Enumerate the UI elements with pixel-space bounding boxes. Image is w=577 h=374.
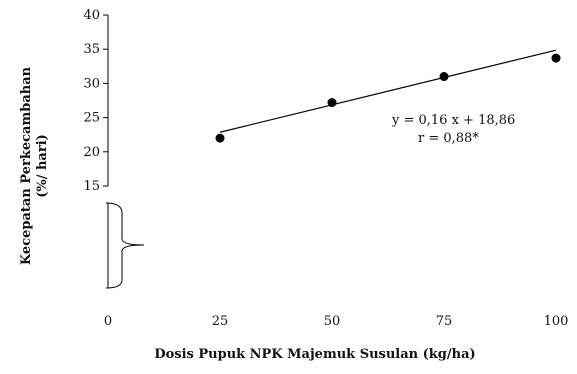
y-ticks: 15 20 25 30 35 40: [83, 8, 108, 194]
y-tick-label: 35: [83, 42, 100, 57]
y-axis-label-line2: (%/ hari): [35, 134, 50, 198]
y-axis-label: Kecepatan Perkecambahan (%/ hari): [19, 66, 50, 265]
axes: 15 20 25 30 35 40 0 25 50 75 100: [83, 8, 568, 329]
x-ticks: 0 25 50 75 100: [104, 314, 569, 329]
y-tick-label: 25: [83, 111, 100, 126]
correlation-coefficient: r = 0,88*: [418, 131, 479, 146]
x-tick-label: 75: [436, 314, 453, 329]
x-tick-label: 0: [104, 314, 112, 329]
y-tick-label: 40: [83, 8, 100, 23]
y-tick-label: 20: [83, 145, 100, 160]
x-axis-label: Dosis Pupuk NPK Majemuk Susulan (kg/ha): [154, 347, 475, 362]
data-point: [551, 53, 561, 63]
y-tick-label: 30: [83, 76, 100, 91]
data-points: [215, 53, 561, 143]
regression-line: [219, 49, 557, 133]
regression-equation: y = 0,16 x + 18,86: [391, 113, 515, 128]
data-point: [439, 72, 449, 82]
x-tick-label: 25: [212, 314, 229, 329]
data-point: [215, 133, 225, 143]
x-tick-label: 50: [324, 314, 341, 329]
y-tick-label: 15: [83, 179, 100, 194]
axis-break-brace: [105, 202, 145, 289]
regression-line-group: [219, 49, 557, 133]
x-tick-label: 100: [544, 314, 569, 329]
y-axis-label-line1: Kecepatan Perkecambahan: [19, 66, 34, 265]
data-point: [327, 98, 337, 108]
